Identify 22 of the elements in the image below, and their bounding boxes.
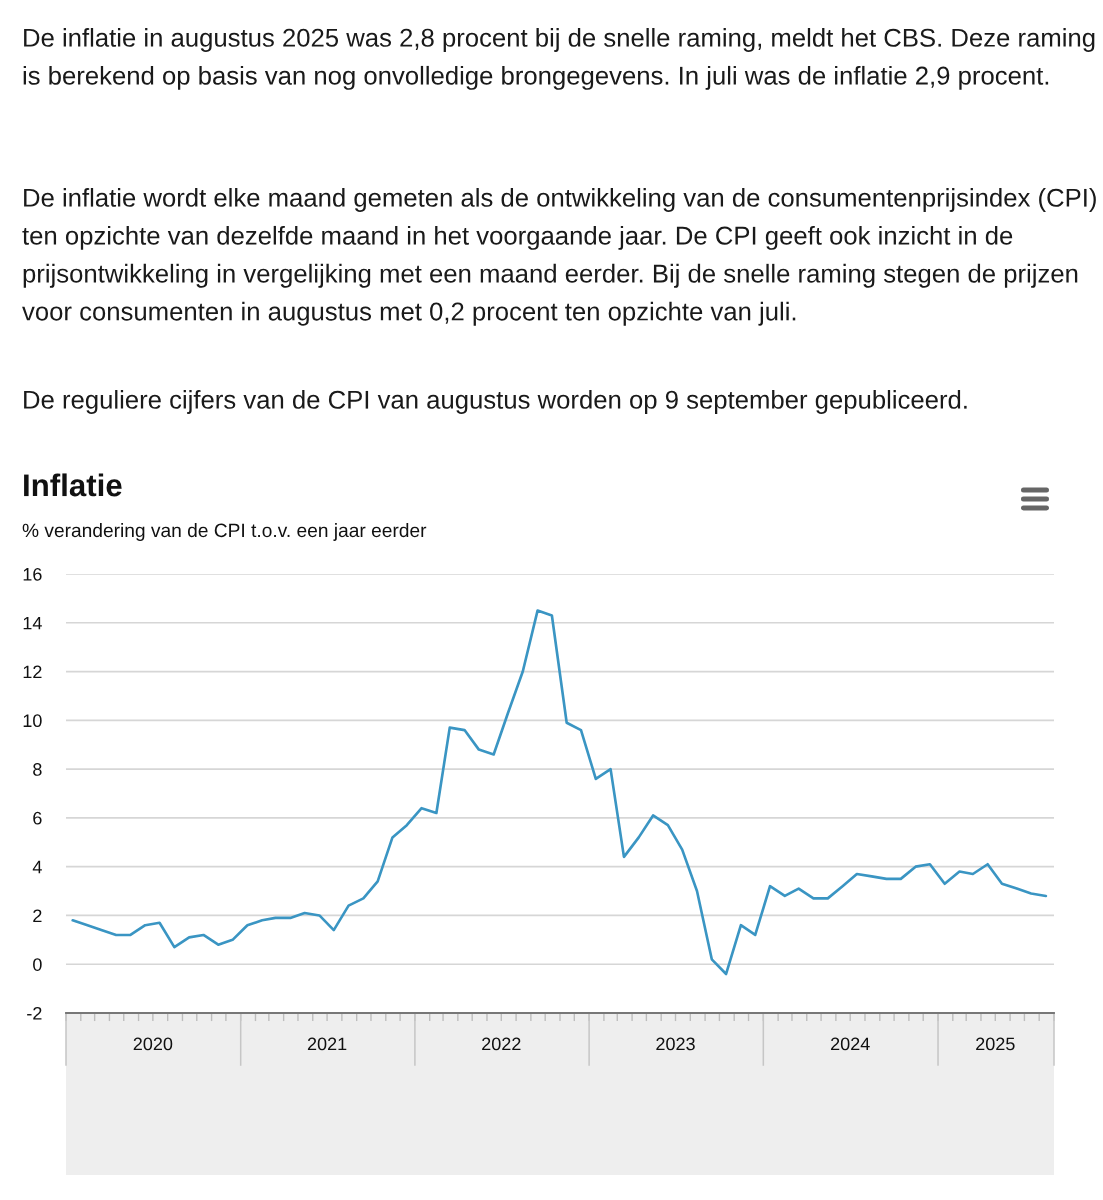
text: De inflatie in augustus 2025 was 2,8 procent bij de snelle raming, meldt het CBS. Deze raming is berekend op basis van nog onvolledige brongegevens. In juli was de inflatie 2,9 procent. <box>23 28 1095 90</box>
line-series <box>71 609 1048 976</box>
chart-subtitle: % verandering van de CPI t.o.v. een jaar eerder <box>22 523 427 541</box>
x-tick-label: 2023 <box>656 1037 695 1051</box>
y-tick-label: 0 <box>33 958 42 971</box>
chart-title: Inflatie <box>24 473 122 497</box>
y-tick-label: 10 <box>23 714 42 728</box>
y-tick-label: 6 <box>33 811 42 825</box>
text: De inflatie wordt elke maand gemeten als de ontwikkeling van de consumentenprijsindex (CPI) ten opzichte van dezelfde maand in het voorgaande jaar. De CPI geeft ook inzicht in de prijsontwikkeling in vergelijking met een maand eerder. Bij de snelle raming stegen de prijzen voor consumenten in augustus met 0,2 procent ten opzichte van juli. <box>22 188 1096 326</box>
x-tick-label: 2025 <box>976 1037 1015 1051</box>
y-tick-label: 4 <box>32 860 42 874</box>
x-tick-label: 2022 <box>482 1037 521 1051</box>
x-tick-label: 2021 <box>307 1037 347 1051</box>
y-tick-label: -2 <box>27 1006 42 1020</box>
y-tick-label: 12 <box>23 665 42 679</box>
x-tick-label: 2024 <box>831 1037 870 1051</box>
y-tick-label: 16 <box>23 567 42 581</box>
x-tick-label: 2020 <box>133 1037 173 1051</box>
text: De reguliere cijfers van de CPI van augustus worden op 9 september gepubliceerd. <box>24 390 967 414</box>
y-tick-label: 14 <box>23 616 42 630</box>
y-tick-label: 2 <box>33 909 42 922</box>
y-tick-label: 8 <box>33 763 42 776</box>
